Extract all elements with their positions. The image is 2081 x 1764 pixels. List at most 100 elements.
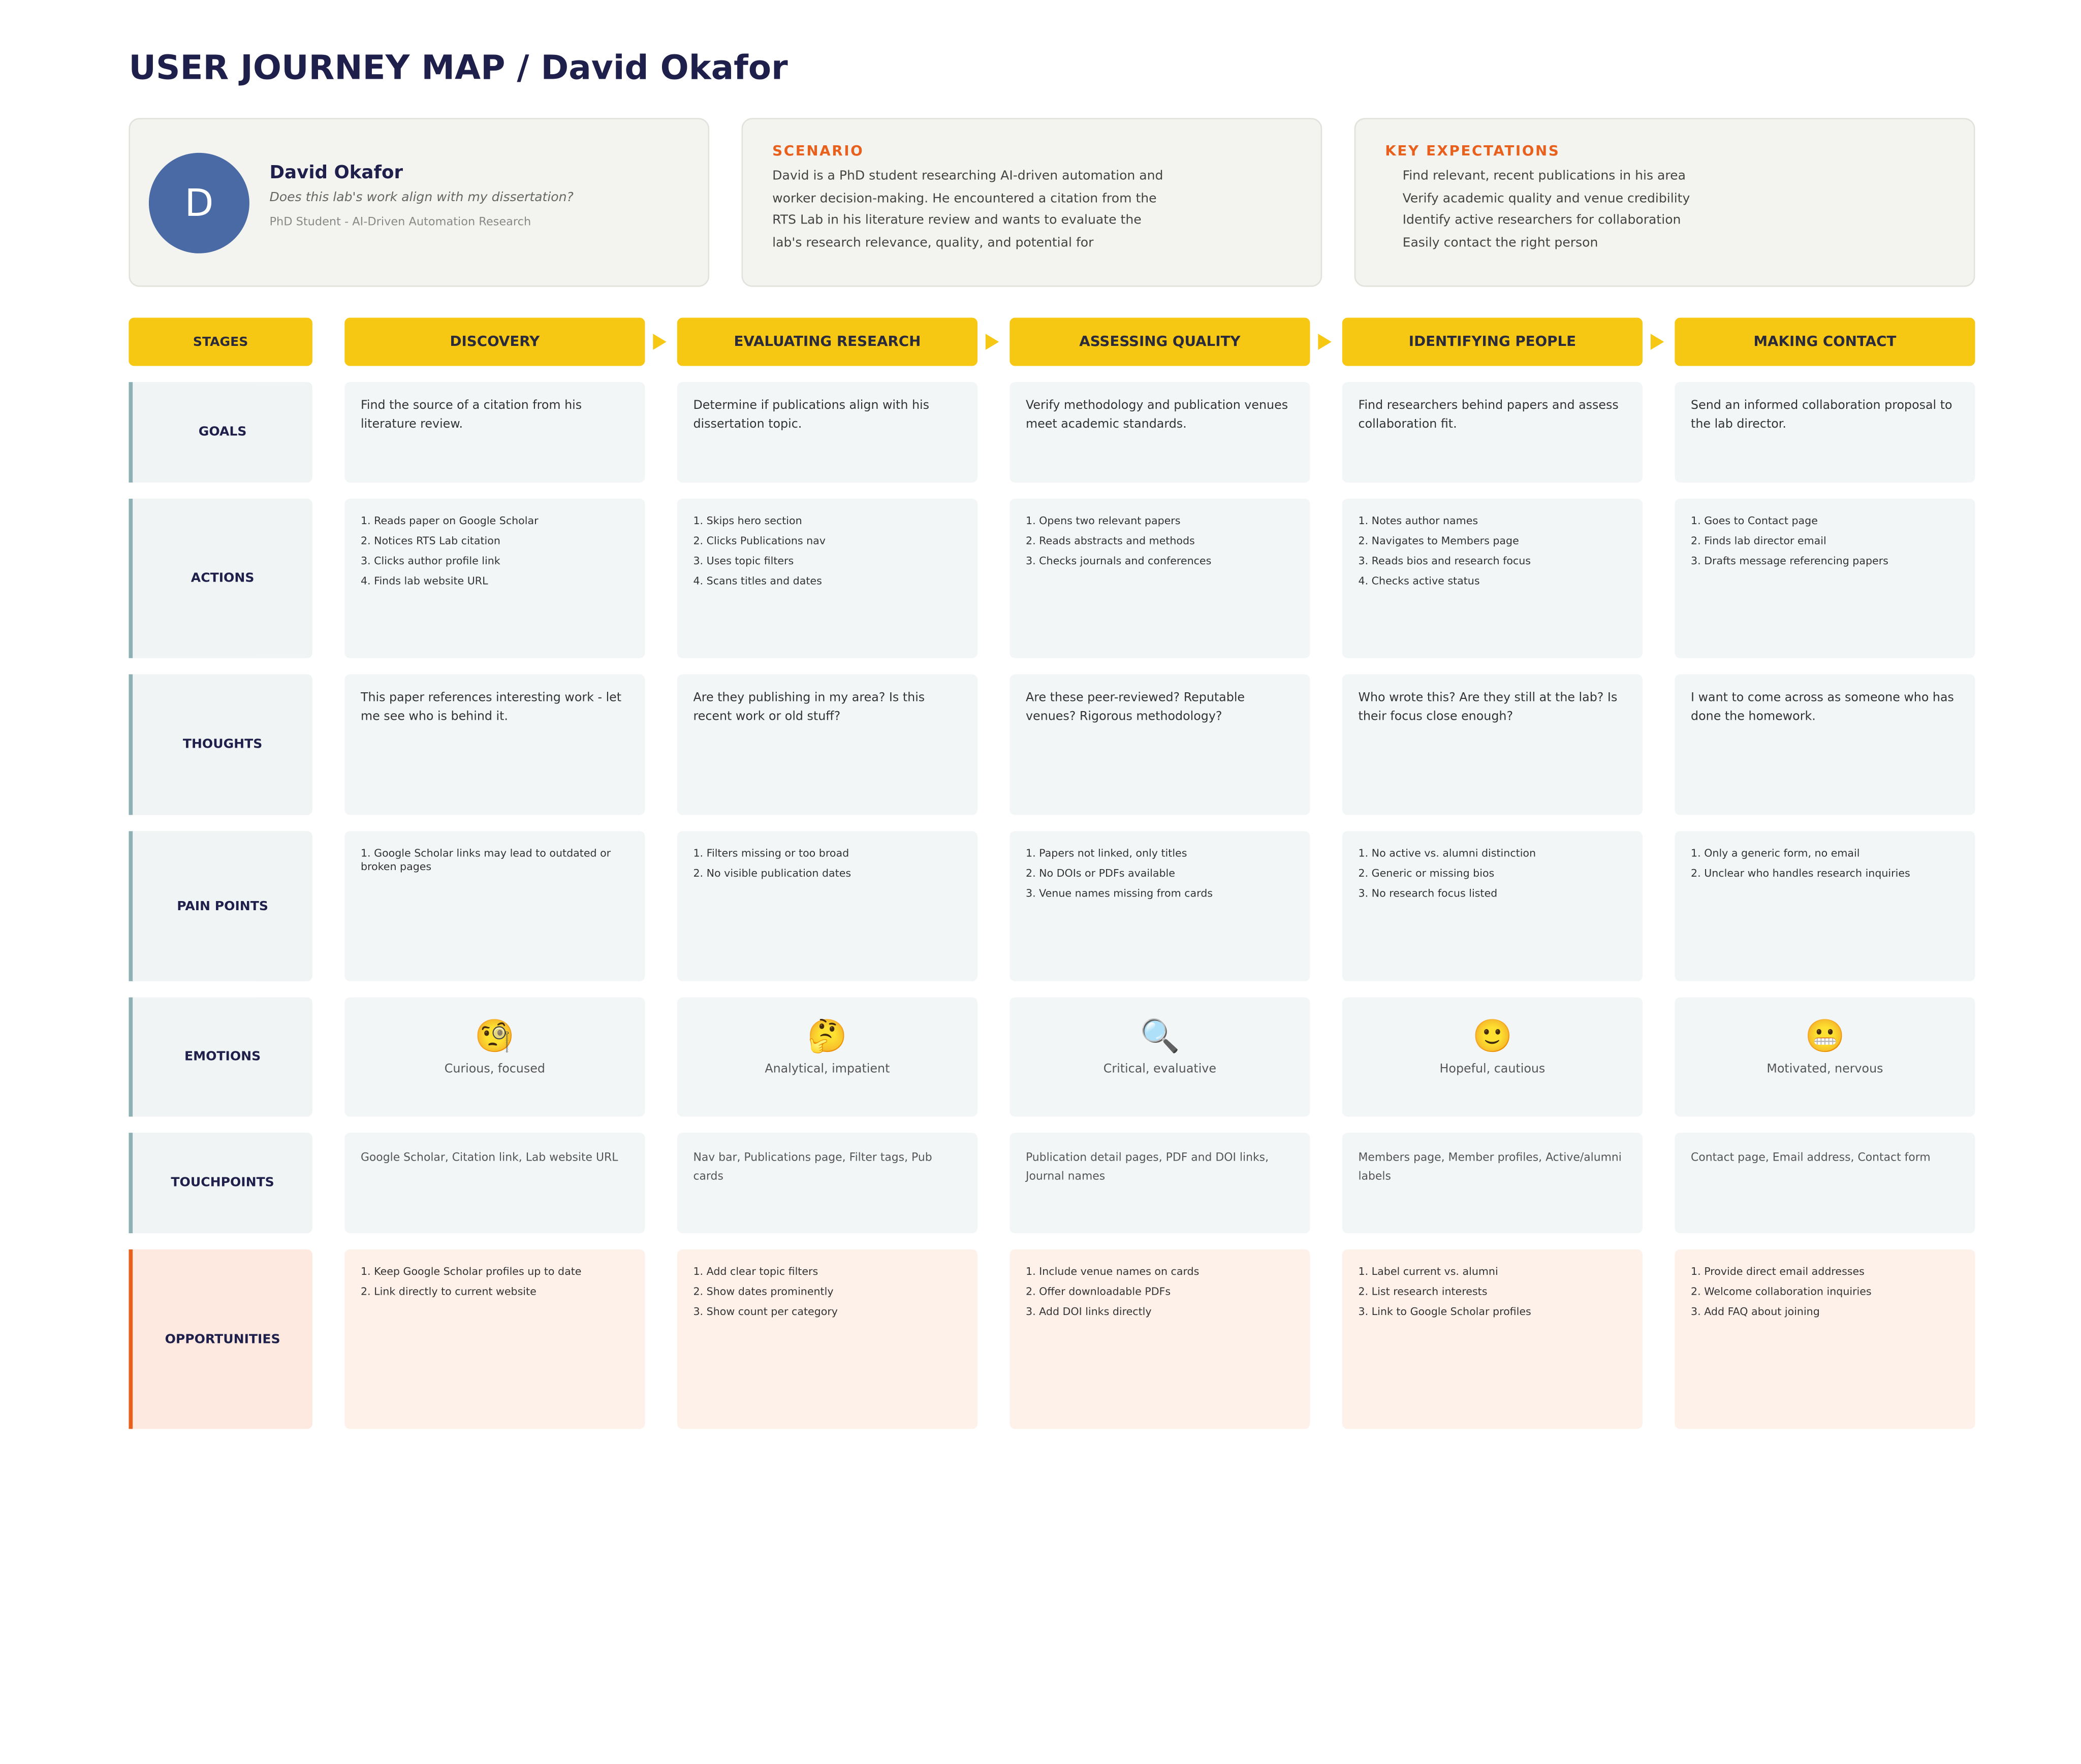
scenario-line: lab's research relevance, quality, and p…	[772, 235, 1094, 250]
list-item: 1. Label current vs. alumni	[1358, 1265, 1498, 1278]
cell: 1. Reads paper on Google Scholar 2. Notic…	[344, 498, 645, 658]
row-label: GOALS	[129, 382, 312, 483]
expectation: Identify active researchers for collabor…	[1402, 213, 1681, 228]
cell-text: Who wrote this? Are they still at the la…	[1358, 691, 1618, 723]
list-item: 2. Finds lab director email	[1691, 535, 1826, 547]
stage-header: MAKING CONTACT	[1675, 317, 1975, 366]
stage-header: DISCOVERY	[344, 317, 645, 366]
list-item: 1. Papers not linked, only titles	[1025, 847, 1187, 859]
emotion-icon: 🔍	[1140, 1017, 1180, 1055]
list-item: 1. Provide direct email addresses	[1691, 1265, 1865, 1278]
expectation: Verify academic quality and venue credib…	[1402, 191, 1690, 206]
persona-role: PhD Student - AI-Driven Automation Resea…	[269, 215, 531, 230]
row-label: OPPORTUNITIES	[129, 1249, 312, 1429]
list-item: 2. List research interests	[1358, 1285, 1488, 1298]
list-item: 1. Include venue names on cards	[1025, 1265, 1200, 1278]
list-item: 3. Clicks author profile link	[360, 555, 500, 567]
stage-arrow	[1318, 334, 1332, 350]
expectation: Find relevant, recent publications in hi…	[1402, 169, 1686, 184]
cell: 1. Filters missing or too broad 2. No vis…	[677, 831, 978, 981]
list-item: 1. Only a generic form, no email	[1691, 847, 1860, 859]
list-item: 1. No active vs. alumni distinction	[1358, 847, 1536, 859]
cell: Who wrote this? Are they still at the la…	[1342, 674, 1643, 815]
cell: Are these peer-reviewed? Reputable venue…	[1010, 674, 1310, 815]
list-item: 3. Venue names missing from cards	[1025, 887, 1213, 900]
list-item: 1. Skips hero section	[693, 515, 802, 527]
title: USER JOURNEY MAP / David Okafor	[129, 48, 788, 87]
cell: This paper references interesting work -…	[344, 674, 645, 815]
list-item: 1. Reads paper on Google Scholar	[360, 515, 539, 527]
scenario-line: RTS Lab in his literature review and wan…	[772, 213, 1142, 228]
cell-text: Send an informed collaboration proposal …	[1691, 399, 1952, 431]
emotion-label: Analytical, impatient	[765, 1063, 890, 1077]
expectations-heading: KEY EXPECTATIONS	[1385, 143, 1560, 160]
cell: 1. Notes author names 2. Navigates to Mem…	[1342, 498, 1643, 658]
persona-name: David Okafor	[269, 162, 403, 184]
cell: 🔍 Critical, evaluative	[1010, 997, 1310, 1117]
cell: Publication detail pages, PDF and DOI li…	[1010, 1133, 1310, 1234]
list-item: 2. Offer downloadable PDFs	[1025, 1285, 1171, 1298]
scenario-line: David is a PhD student researching AI-dr…	[772, 169, 1163, 184]
cell: Contact page, Email address, Contact for…	[1675, 1133, 1975, 1234]
cell: Verify methodology and publication venue…	[1010, 382, 1310, 483]
cell: 1. Google Scholar links may lead to outd…	[344, 831, 645, 981]
list-item: 2. Clicks Publications nav	[693, 535, 826, 547]
cell-text: Publication detail pages, PDF and DOI li…	[1025, 1150, 1269, 1182]
expectation: Easily contact the right person	[1402, 235, 1598, 250]
stage-arrow	[985, 334, 999, 350]
list-item: 2. Unclear who handles research inquirie…	[1691, 867, 1910, 880]
list-item: 3. Add DOI links directly	[1025, 1305, 1152, 1318]
cell: 1. Provide direct email addresses 2. Welc…	[1675, 1249, 1975, 1429]
list-item: 4. Finds lab website URL	[360, 575, 488, 587]
cell: 1. Keep Google Scholar profiles up to da…	[344, 1249, 645, 1429]
row-label: ACTIONS	[129, 498, 312, 658]
list-item: 2. Welcome collaboration inquiries	[1691, 1285, 1872, 1298]
cell: Find the source of a citation from his l…	[344, 382, 645, 483]
list-item: 2. Reads abstracts and methods	[1025, 535, 1195, 547]
cell: 1. Add clear topic filters 2. Show dates …	[677, 1249, 978, 1429]
cell: Find researchers behind papers and asses…	[1342, 382, 1643, 483]
cell: 🙂 Hopeful, cautious	[1342, 997, 1643, 1117]
cell-text: Contact page, Email address, Contact for…	[1691, 1150, 1931, 1164]
cell: 🤔 Analytical, impatient	[677, 997, 978, 1117]
list-item: 1. Add clear topic filters	[693, 1265, 818, 1278]
emotion-label: Critical, evaluative	[1103, 1063, 1217, 1077]
list-item: 3. No research focus listed	[1358, 887, 1498, 900]
cell: I want to come across as someone who has…	[1675, 674, 1975, 815]
row-label: THOUGHTS	[129, 674, 312, 815]
cell-text: This paper references interesting work -…	[360, 691, 622, 723]
cell: 1. Label current vs. alumni 2. List resea…	[1342, 1249, 1643, 1429]
cell: Google Scholar, Citation link, Lab websi…	[344, 1133, 645, 1234]
list-item: 1. Filters missing or too broad	[693, 847, 849, 859]
stage-header: IDENTIFYING PEOPLE	[1342, 317, 1643, 366]
stage-arrow	[1650, 334, 1664, 350]
list-item: 2. Link directly to current website	[360, 1285, 537, 1298]
emotion-icon: 🧐	[475, 1017, 515, 1055]
cell-text: Nav bar, Publications page, Filter tags,…	[693, 1150, 932, 1182]
cell-text: Google Scholar, Citation link, Lab websi…	[360, 1150, 618, 1164]
list-item: 3. Reads bios and research focus	[1358, 555, 1531, 567]
cell: 1. Only a generic form, no email 2. Uncle…	[1675, 831, 1975, 981]
emotion-label: Hopeful, cautious	[1439, 1063, 1546, 1077]
list-item: 2. Generic or missing bios	[1358, 867, 1495, 880]
row-label: PAIN POINTS	[129, 831, 312, 981]
stage-arrow	[653, 334, 667, 350]
list-item: 3. Checks journals and conferences	[1025, 555, 1212, 567]
list-item: 3. Link to Google Scholar profiles	[1358, 1305, 1531, 1318]
scenario-card: SCENARIO David is a PhD student researchi…	[741, 118, 1322, 287]
expectations-card: KEY EXPECTATIONS Find relevant, recent pu…	[1354, 118, 1975, 287]
row-label: TOUCHPOINTS	[129, 1133, 312, 1234]
emotion-label: Motivated, nervous	[1767, 1063, 1883, 1077]
cell-text: Find the source of a citation from his l…	[360, 399, 582, 431]
avatar: D	[148, 152, 249, 253]
emotion-icon: 😬	[1805, 1017, 1845, 1055]
persona-question: Does this lab's work align with my disse…	[269, 190, 574, 205]
list-item: 1. Opens two relevant papers	[1025, 515, 1181, 527]
list-item: 1. Notes author names	[1358, 515, 1478, 527]
cell-text: Are these peer-reviewed? Reputable venue…	[1025, 691, 1245, 723]
cell: 1. Opens two relevant papers 2. Reads abs…	[1010, 498, 1310, 658]
cell: Send an informed collaboration proposal …	[1675, 382, 1975, 483]
cell: Are they publishing in my area? Is this …	[677, 674, 978, 815]
